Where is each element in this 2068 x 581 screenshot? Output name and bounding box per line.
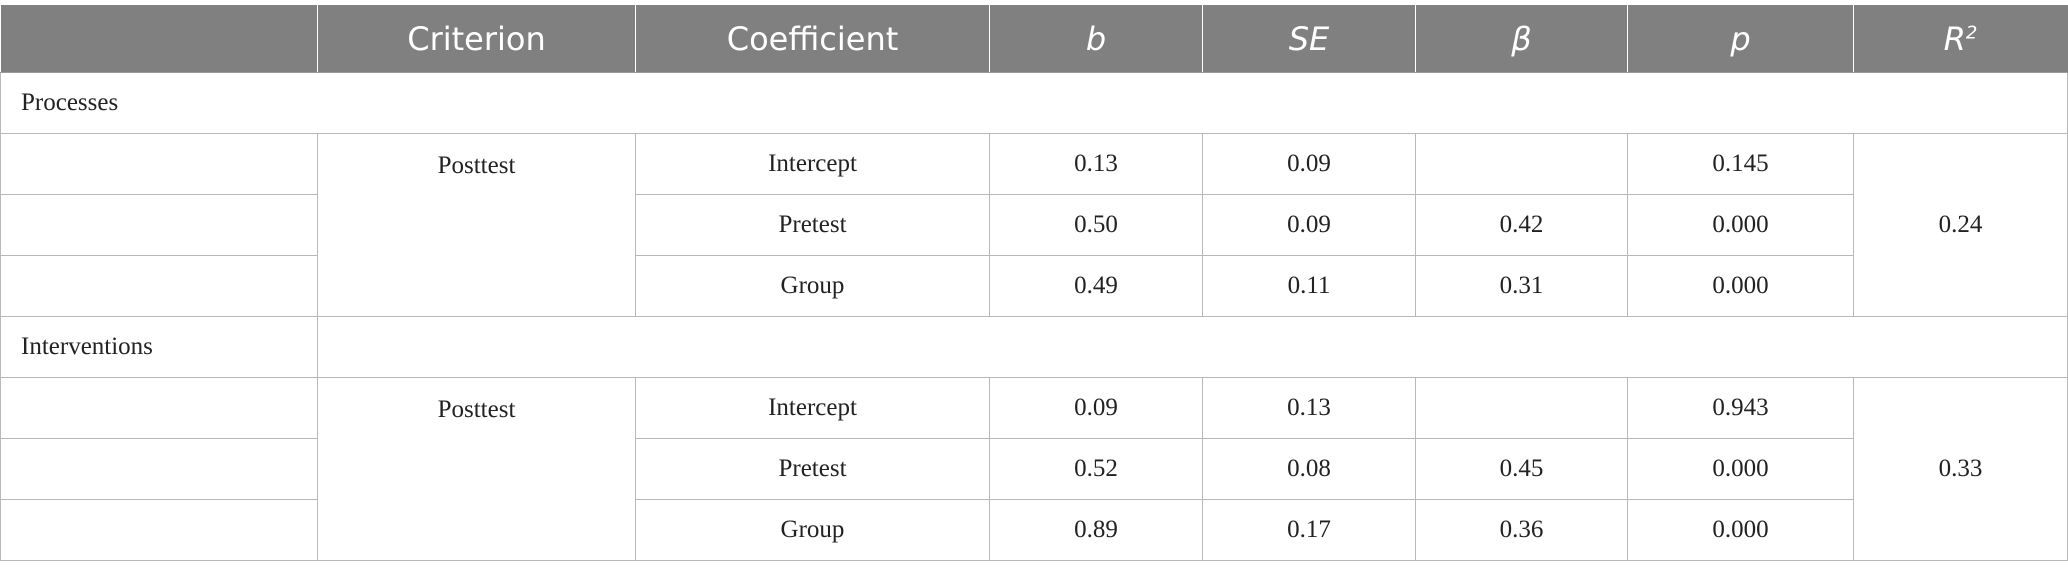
beta-cell: 0.42 bbox=[1415, 194, 1628, 256]
beta-cell bbox=[1415, 133, 1628, 195]
header-r-superscript: 2 bbox=[1965, 21, 1978, 43]
p-cell: 0.000 bbox=[1627, 194, 1854, 256]
blank-cell bbox=[0, 499, 318, 561]
header-se: SE bbox=[1202, 5, 1416, 73]
p-cell: 0.943 bbox=[1627, 377, 1854, 439]
blank-cell bbox=[0, 377, 318, 439]
se-cell: 0.09 bbox=[1202, 133, 1416, 195]
section-label: Processes bbox=[0, 72, 2068, 134]
table-header-row: Criterion Coefficient b SE β p R2 bbox=[0, 5, 2068, 73]
b-cell: 0.89 bbox=[989, 499, 1203, 561]
header-beta: β bbox=[1415, 5, 1628, 73]
b-cell: 0.50 bbox=[989, 194, 1203, 256]
b-cell: 0.09 bbox=[989, 377, 1203, 439]
beta-cell: 0.45 bbox=[1415, 438, 1628, 500]
b-cell: 0.13 bbox=[989, 133, 1203, 195]
table-row: Pretest 0.50 0.09 0.42 0.000 bbox=[0, 194, 2068, 256]
section-row: Interventions bbox=[0, 316, 2068, 378]
table-row: Pretest 0.52 0.08 0.45 0.000 bbox=[0, 438, 2068, 500]
table-row: Posttest Intercept 0.09 0.13 0.943 0.33 bbox=[0, 377, 2068, 561]
se-cell: 0.13 bbox=[1202, 377, 1416, 439]
header-criterion: Criterion bbox=[317, 5, 636, 73]
coefficient-cell: Pretest bbox=[635, 194, 990, 256]
beta-cell: 0.36 bbox=[1415, 499, 1628, 561]
b-cell: 0.52 bbox=[989, 438, 1203, 500]
se-cell: 0.11 bbox=[1202, 255, 1416, 317]
header-b: b bbox=[989, 5, 1203, 73]
header-coefficient: Coefficient bbox=[635, 5, 990, 73]
se-cell: 0.09 bbox=[1202, 194, 1416, 256]
coefficient-cell: Pretest bbox=[635, 438, 990, 500]
p-cell: 0.145 bbox=[1627, 133, 1854, 195]
blank-cell bbox=[0, 194, 318, 256]
coefficient-cell: Group bbox=[635, 499, 990, 561]
criterion-cell: Posttest bbox=[317, 133, 636, 317]
blank-cell bbox=[0, 133, 318, 195]
coefficient-cell: Group bbox=[635, 255, 990, 317]
blank-cell bbox=[317, 316, 2068, 378]
header-r-squared: R2 bbox=[1853, 5, 2068, 73]
p-cell: 0.000 bbox=[1627, 499, 1854, 561]
b-cell: 0.49 bbox=[989, 255, 1203, 317]
table-row: Group 0.89 0.17 0.36 0.000 bbox=[0, 499, 2068, 561]
header-blank bbox=[0, 5, 318, 73]
blank-cell bbox=[0, 255, 318, 317]
r-squared-cell: 0.33 bbox=[1853, 377, 2068, 561]
table-row: Group 0.49 0.11 0.31 0.000 bbox=[0, 255, 2068, 317]
p-cell: 0.000 bbox=[1627, 438, 1854, 500]
se-cell: 0.08 bbox=[1202, 438, 1416, 500]
p-cell: 0.000 bbox=[1627, 255, 1854, 317]
beta-cell bbox=[1415, 377, 1628, 439]
section-row: Processes bbox=[0, 72, 2068, 134]
section-label: Interventions bbox=[0, 316, 318, 378]
header-r-letter: R bbox=[1943, 19, 1966, 58]
coefficient-cell: Intercept bbox=[635, 133, 990, 195]
coefficient-cell: Intercept bbox=[635, 377, 990, 439]
beta-cell: 0.31 bbox=[1415, 255, 1628, 317]
header-p: p bbox=[1627, 5, 1854, 73]
criterion-cell: Posttest bbox=[317, 377, 636, 561]
blank-cell bbox=[0, 438, 318, 500]
regression-table: Criterion Coefficient b SE β p R2 Proces… bbox=[0, 5, 2068, 561]
se-cell: 0.17 bbox=[1202, 499, 1416, 561]
r-squared-cell: 0.24 bbox=[1853, 133, 2068, 317]
table-row: Posttest Intercept 0.13 0.09 0.145 0.24 bbox=[0, 133, 2068, 317]
